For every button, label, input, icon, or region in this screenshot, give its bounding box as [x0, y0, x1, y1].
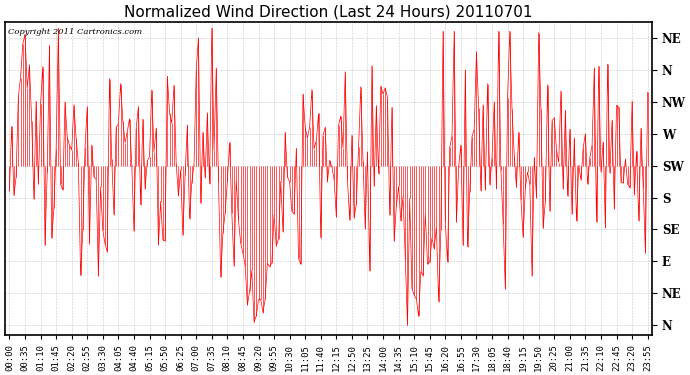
Text: Copyright 2011 Cartronics.com: Copyright 2011 Cartronics.com — [8, 28, 142, 36]
Title: Normalized Wind Direction (Last 24 Hours) 20110701: Normalized Wind Direction (Last 24 Hours… — [124, 4, 533, 19]
